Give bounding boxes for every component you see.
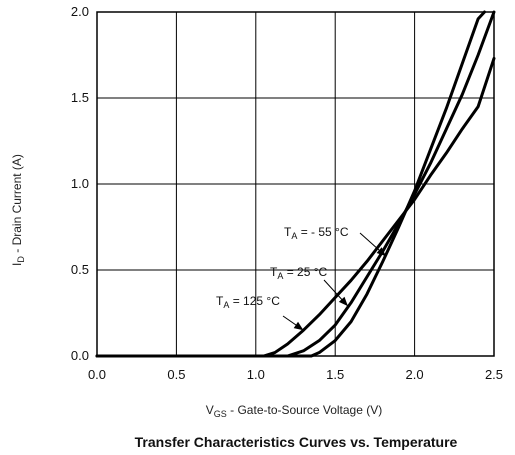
y-axis-label: ID - Drain Current (A) bbox=[10, 154, 26, 266]
x-axis-label: VGS - Gate-to-Source Voltage (V) bbox=[206, 403, 382, 419]
annotation-label-2: TA = 25 °C bbox=[270, 265, 328, 281]
x-tick-label: 2.5 bbox=[485, 367, 503, 382]
series-line-3 bbox=[95, 10, 486, 358]
grid-lines bbox=[97, 12, 494, 356]
annotation-label-1: TA = - 55 °C bbox=[284, 225, 349, 241]
x-tick-label: 1.5 bbox=[326, 367, 344, 382]
axes-group: 0.0 0.5 1.0 1.5 2.0 2.5 0.0 0.5 1.0 1.5 2.0 bbox=[71, 4, 503, 382]
y-tick-label: 1.0 bbox=[71, 176, 89, 191]
annotation-label-3: TA = 125 °C bbox=[216, 294, 280, 310]
x-tick-label: 2.0 bbox=[406, 367, 424, 382]
series-line-1 bbox=[95, 56, 496, 358]
chart-title: Transfer Characteristics Curves vs. Temp… bbox=[135, 434, 458, 450]
y-tick-label: 2.0 bbox=[71, 4, 89, 19]
x-tick-label: 0.5 bbox=[167, 367, 185, 382]
y-tick-label: 1.5 bbox=[71, 90, 89, 105]
annotation-arrow-head-2 bbox=[338, 296, 348, 307]
y-tick-label: 0.0 bbox=[71, 348, 89, 363]
x-tick-label: 1.0 bbox=[247, 367, 265, 382]
y-tick-label: 0.5 bbox=[71, 262, 89, 277]
annotation-arrow-head-1 bbox=[376, 247, 387, 257]
annotation-arrow-head-3 bbox=[293, 321, 304, 331]
annotation-group: TA = - 55 °C TA = 25 °C TA = 125 °C bbox=[216, 225, 387, 331]
x-tick-label: 0.0 bbox=[88, 367, 106, 382]
